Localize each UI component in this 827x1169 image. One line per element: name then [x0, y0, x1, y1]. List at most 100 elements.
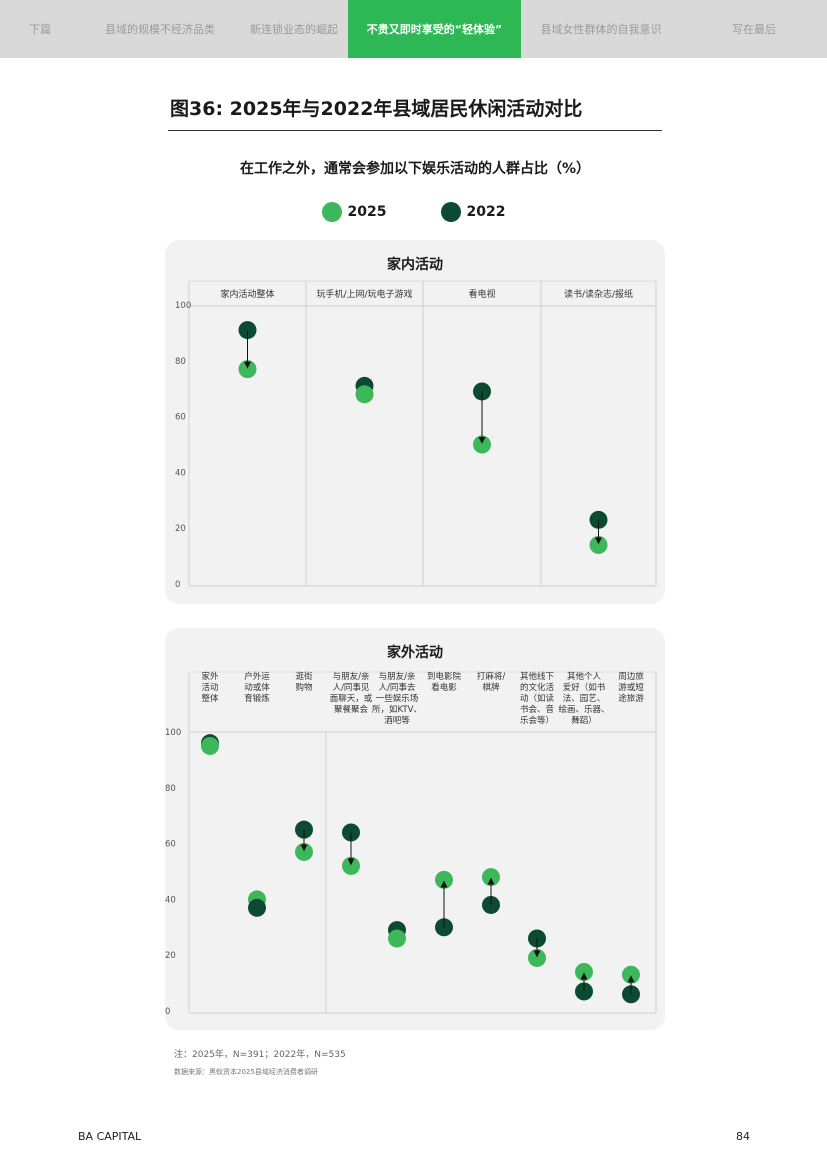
y-tick-label: 80	[165, 784, 176, 794]
dot-2025	[589, 535, 608, 554]
dot-2025	[575, 962, 593, 981]
nav-tab-chain[interactable]: 新连锁业态的崛起	[250, 23, 338, 36]
dot-2025	[622, 965, 640, 984]
dot-2025	[482, 868, 500, 887]
category-label: 看电视	[468, 288, 495, 300]
category-label-line: 购物	[295, 682, 313, 693]
nav-tab-women[interactable]: 县域女性群体的自我意识	[540, 23, 662, 36]
category-label: 逛街购物	[295, 671, 313, 693]
category-label-line: 与朋友/亲	[333, 671, 370, 682]
dot-2022	[528, 929, 546, 948]
legend-dot-2025	[321, 202, 342, 222]
category-label-line: 绘画、乐器、	[558, 704, 609, 715]
home-activities-chart: 0 20 40 60 80 100 家内活动整体 玩手机/上网/玩电子游戏 看电视 读书/读杂志/…	[175, 280, 657, 590]
data-source-note: 数据来源：黑蚁资本2025县域经济消费者调研	[174, 1068, 318, 1076]
dot-2025	[528, 948, 546, 967]
dot-2022	[473, 382, 491, 401]
category-label: 到电影院看电影	[427, 671, 462, 693]
dot-2022	[238, 321, 257, 340]
category-label-line: 整体	[201, 693, 219, 704]
dot-2025	[342, 856, 360, 875]
dot-2025	[295, 842, 313, 861]
y-tick-label: 40	[165, 895, 176, 905]
outdoor-activities-title: 家外活动	[387, 645, 443, 661]
category-label-line: 法、园艺、	[563, 693, 606, 704]
category-label-line: 到电影院	[427, 671, 462, 682]
category-label-line: 书会、音	[520, 704, 555, 715]
category-label-line: 其他线下	[520, 671, 555, 682]
title-divider	[168, 130, 662, 131]
page-number: 84	[736, 1130, 750, 1143]
category-label-line: 家内活动整体	[220, 288, 274, 300]
y-tick-label: 100	[165, 728, 181, 738]
legend-item-2022: 2022	[440, 202, 506, 222]
y-tick-label: 100	[175, 301, 191, 311]
footer-brand: BA CAPITAL	[78, 1130, 142, 1143]
legend-dot-2022	[440, 202, 461, 222]
category-label: 其他线下的文化活动（如读书会、音乐会等）	[520, 671, 555, 726]
outdoor-activities-panel: 家外活动 0 20 40 60 80 100 家外活动整体 户外运动或体育锻炼 逛街购物 与朋友/…	[165, 628, 665, 1030]
category-label: 打麻将/棋牌	[477, 671, 506, 693]
y-tick-label: 20	[165, 951, 176, 961]
nav-tab-light-experience[interactable]: 不贵又即时享受的“轻体验”	[348, 0, 521, 58]
home-activities-title: 家内活动	[387, 257, 443, 273]
category-label-line: 动或体	[244, 682, 270, 693]
category-label-line: 酒吧等	[384, 715, 410, 726]
category-label-line: 与朋友/亲	[379, 671, 416, 682]
y-tick-label: 80	[175, 357, 186, 367]
category-label-line: 人/同事见	[333, 682, 370, 693]
sample-size-note: 注：2025年，N=391；2022年，N=535	[174, 1050, 346, 1060]
nav-tab-epilogue[interactable]: 写在最后	[732, 23, 776, 36]
figure-title: 图36: 2025年与2022年县域居民休闲活动对比	[170, 98, 583, 120]
category-label-line: 玩手机/上网/玩电子游戏	[316, 288, 412, 300]
category-label-line: 看电视	[468, 288, 495, 300]
category-label-line: 周边旅	[618, 671, 644, 682]
category-label-line: 活动	[201, 682, 219, 693]
nav-tab-scale[interactable]: 县域的规模不经济品类	[105, 23, 215, 36]
y-tick-label: 0	[175, 580, 180, 590]
category-label-line: 聚餐聚会	[334, 704, 369, 715]
dot-2022	[589, 510, 608, 529]
y-tick-label: 60	[165, 840, 176, 850]
category-label-line: 一些娱乐场	[376, 693, 419, 704]
dot-2025	[355, 385, 374, 404]
category-label: 与朋友/亲人/同事去一些娱乐场所，如KTV、酒吧等	[372, 671, 422, 726]
dot-2025	[435, 870, 453, 889]
category-label-line: 所，如KTV、	[372, 704, 422, 715]
category-label-line: 棋牌	[482, 682, 500, 693]
category-label-line: 读书/读杂志/报纸	[564, 288, 633, 300]
category-label-line: 打麻将/	[477, 671, 506, 682]
category-label-line: 面聊天，或	[330, 693, 373, 704]
category-label: 与朋友/亲人/同事见面聊天，或聚餐聚会	[330, 671, 373, 715]
outdoor-activities-chart: 020406080100家外活动整体户外运动或体育锻炼逛街购物与朋友/亲人/同事…	[165, 671, 657, 1017]
legend-label-2025: 2025	[347, 204, 387, 220]
legend-label-2022: 2022	[466, 204, 506, 220]
category-label: 家内活动整体	[220, 288, 274, 300]
category-label-line: 看电影	[431, 682, 457, 693]
category-label-line: 爱好（如书	[563, 682, 606, 693]
dot-2022	[248, 898, 266, 917]
dot-2025	[238, 360, 257, 379]
category-label-line: 逛街	[295, 671, 313, 682]
chart-legend: 2025 2022	[0, 202, 827, 222]
dot-2025	[201, 736, 219, 755]
category-label: 读书/读杂志/报纸	[564, 288, 633, 300]
category-label: 家外活动整体	[201, 671, 219, 704]
y-tick-label: 60	[175, 413, 186, 423]
nav-tab-part2[interactable]: 下篇	[29, 23, 51, 36]
category-label: 周边旅游或短途旅游	[618, 671, 644, 704]
category-label-line: 户外运	[244, 671, 270, 682]
dot-2025	[388, 929, 406, 948]
legend-item-2025: 2025	[321, 202, 387, 222]
category-label-line: 舞蹈）	[571, 715, 597, 726]
category-label-line: 家外	[201, 671, 219, 682]
dot-2025	[473, 435, 491, 454]
category-label-line: 途旅游	[618, 693, 644, 704]
y-tick-label: 40	[175, 468, 186, 478]
y-tick-label: 20	[175, 524, 186, 534]
category-label-line: 育锻炼	[244, 693, 270, 704]
category-label-line: 动（如读	[520, 693, 555, 704]
category-label: 玩手机/上网/玩电子游戏	[316, 288, 412, 300]
home-activities-panel: 家内活动 0 20 40 60 80 100 家内活动整体 玩手机/上网/玩电子游戏 看电视 读书…	[165, 240, 665, 604]
category-label-line: 人/同事去	[379, 682, 416, 693]
